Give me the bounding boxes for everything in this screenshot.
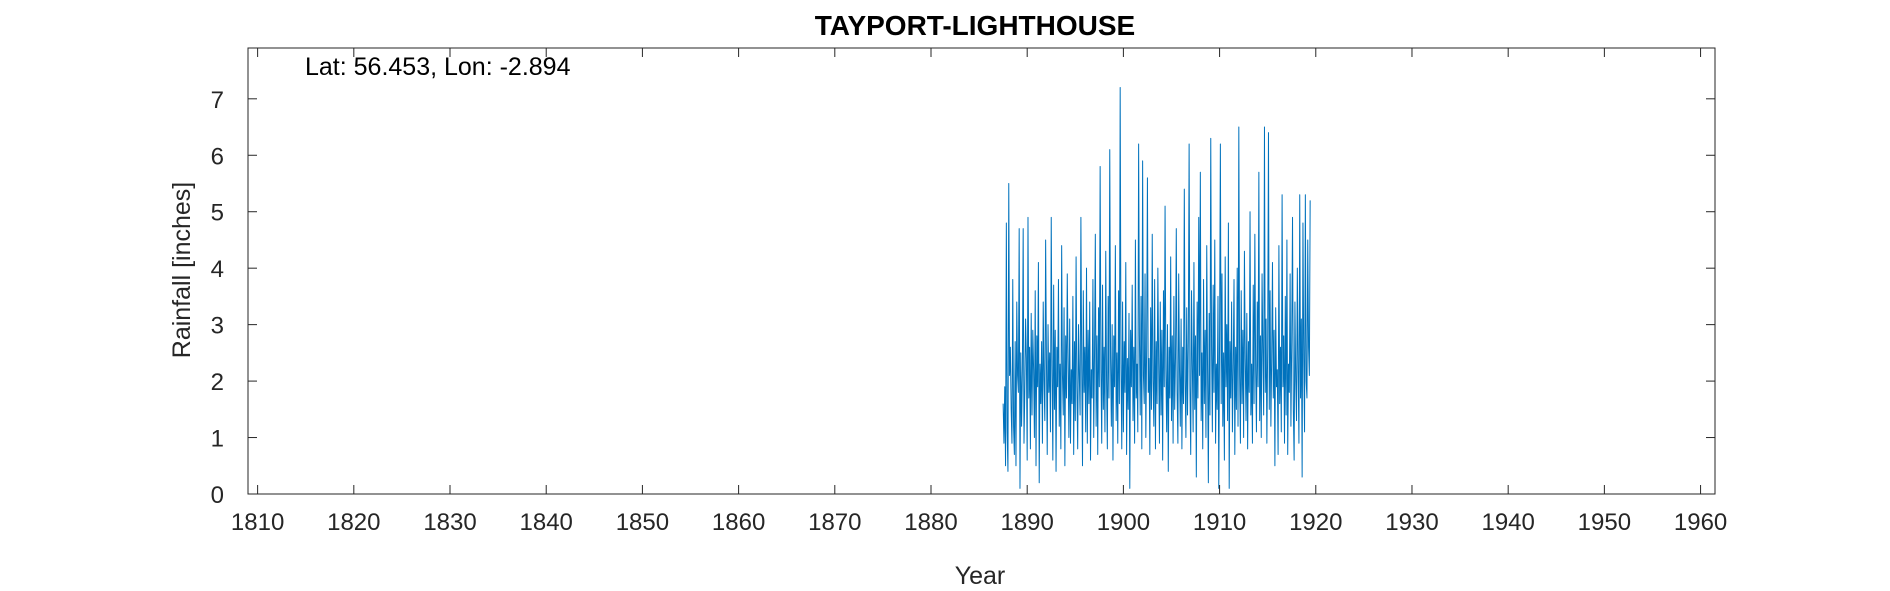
y-axis: 0 1 2 3 4 5 6 7	[211, 87, 1715, 509]
x-tick-label: 1920	[1289, 509, 1342, 536]
y-tick-label: 6	[211, 143, 224, 170]
x-tick-label: 1840	[520, 509, 573, 536]
y-tick-label: 3	[211, 313, 224, 340]
x-axis: 1810 1820 1830 1840 1850 1860 1870 1880 1890 1900…	[231, 48, 1727, 536]
x-tick-label: 1900	[1097, 509, 1150, 536]
x-tick-label: 1870	[808, 509, 861, 536]
y-tick-label: 7	[211, 87, 224, 114]
x-tick-label: 1830	[423, 509, 476, 536]
rainfall-series-line	[1002, 87, 1311, 489]
x-tick-label: 1910	[1193, 509, 1246, 536]
location-annotation: Lat: 56.453, Lon: -2.894	[305, 53, 571, 81]
x-tick-label: 1850	[616, 509, 669, 536]
series-layer	[1002, 87, 1311, 489]
plot-frame	[247, 47, 1716, 495]
y-tick-label: 2	[211, 369, 224, 396]
x-tick-label: 1820	[327, 509, 380, 536]
y-tick-label: 4	[211, 256, 224, 283]
y-tick-label: 0	[211, 482, 224, 509]
y-tick-label: 1	[211, 426, 224, 453]
x-tick-label: 1860	[712, 509, 765, 536]
x-tick-label: 1940	[1481, 509, 1534, 536]
x-tick-label: 1930	[1385, 509, 1438, 536]
y-axis-label: Rainfall [inches]	[168, 182, 196, 358]
x-tick-label: 1960	[1674, 509, 1727, 536]
x-tick-label: 1810	[231, 509, 284, 536]
chart-title: TAYPORT-LIGHTHOUSE	[815, 10, 1135, 41]
x-tick-label: 1880	[904, 509, 957, 536]
x-tick-label: 1890	[1000, 509, 1053, 536]
x-tick-label: 1950	[1578, 509, 1631, 536]
x-axis-label: Year	[955, 562, 1006, 590]
y-tick-label: 5	[211, 200, 224, 227]
